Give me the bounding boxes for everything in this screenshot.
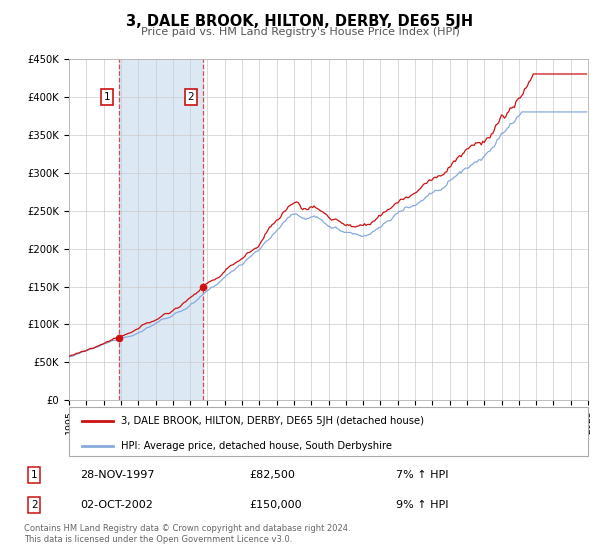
Text: 1: 1: [104, 92, 110, 102]
Text: £150,000: £150,000: [250, 500, 302, 510]
Text: 7% ↑ HPI: 7% ↑ HPI: [396, 470, 449, 480]
Text: HPI: Average price, detached house, South Derbyshire: HPI: Average price, detached house, Sout…: [121, 441, 392, 451]
Text: Contains HM Land Registry data © Crown copyright and database right 2024.: Contains HM Land Registry data © Crown c…: [24, 524, 350, 533]
Text: Price paid vs. HM Land Registry's House Price Index (HPI): Price paid vs. HM Land Registry's House …: [140, 27, 460, 37]
Text: 02-OCT-2002: 02-OCT-2002: [80, 500, 153, 510]
Text: This data is licensed under the Open Government Licence v3.0.: This data is licensed under the Open Gov…: [24, 535, 292, 544]
Bar: [119, 59, 203, 400]
Text: 3, DALE BROOK, HILTON, DERBY, DE65 5JH: 3, DALE BROOK, HILTON, DERBY, DE65 5JH: [127, 14, 473, 29]
Text: 28-NOV-1997: 28-NOV-1997: [80, 470, 155, 480]
Text: 2: 2: [188, 92, 194, 102]
Text: 1: 1: [31, 470, 37, 480]
Text: 9% ↑ HPI: 9% ↑ HPI: [396, 500, 449, 510]
Text: £82,500: £82,500: [250, 470, 295, 480]
Text: 3, DALE BROOK, HILTON, DERBY, DE65 5JH (detached house): 3, DALE BROOK, HILTON, DERBY, DE65 5JH (…: [121, 416, 424, 426]
Text: 2: 2: [31, 500, 37, 510]
